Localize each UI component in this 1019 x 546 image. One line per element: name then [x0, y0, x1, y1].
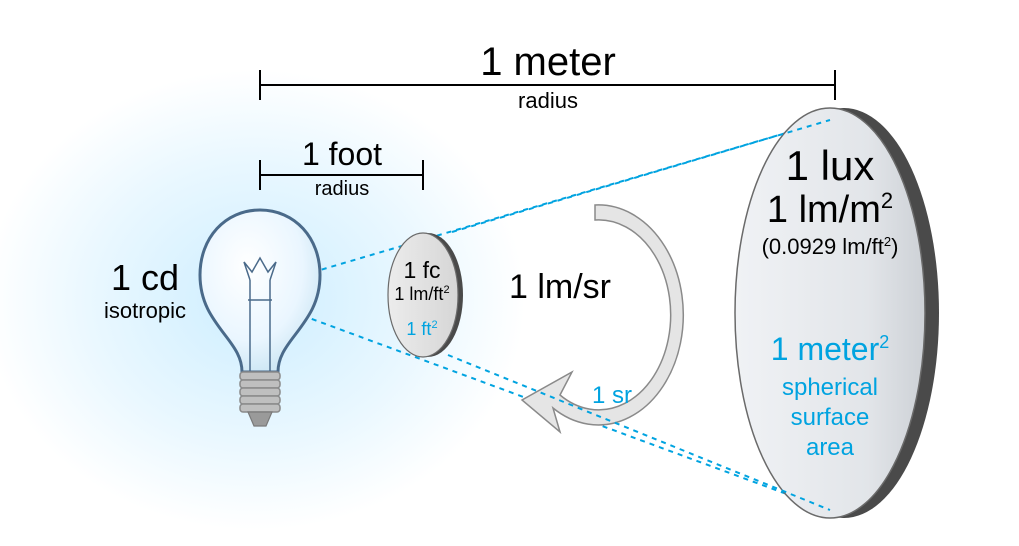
foot-disc-lmft: 1 lm/ft2	[394, 284, 449, 304]
cone-label: 1 lm/sr	[509, 268, 611, 306]
meter-sub: radius	[518, 88, 578, 113]
meter-disc-area4: area	[806, 434, 855, 461]
meter-disc-area3: surface	[791, 404, 870, 431]
foot-disc-fc: 1 fc	[403, 257, 440, 283]
sr-label: 1 sr	[592, 382, 632, 409]
meter-disc-area1: 1 meter2	[771, 331, 890, 367]
meter-disc-lmm2: 1 lm/m2	[767, 188, 893, 231]
source-value: 1 cd	[111, 257, 179, 298]
source-sub: isotropic	[104, 298, 186, 323]
photometry-diagram: 1 meter radius 1 foot radius 1 cd isotro…	[0, 0, 1019, 546]
meter-disc-lux: 1 lux	[786, 142, 875, 189]
meter-disc-area2: spherical	[782, 374, 878, 401]
foot-value: 1 foot	[302, 136, 382, 172]
meter-value: 1 meter	[480, 40, 616, 84]
foot-sub: radius	[315, 178, 369, 200]
meter-disc-paren: (0.0929 lm/ft2)	[762, 234, 899, 259]
